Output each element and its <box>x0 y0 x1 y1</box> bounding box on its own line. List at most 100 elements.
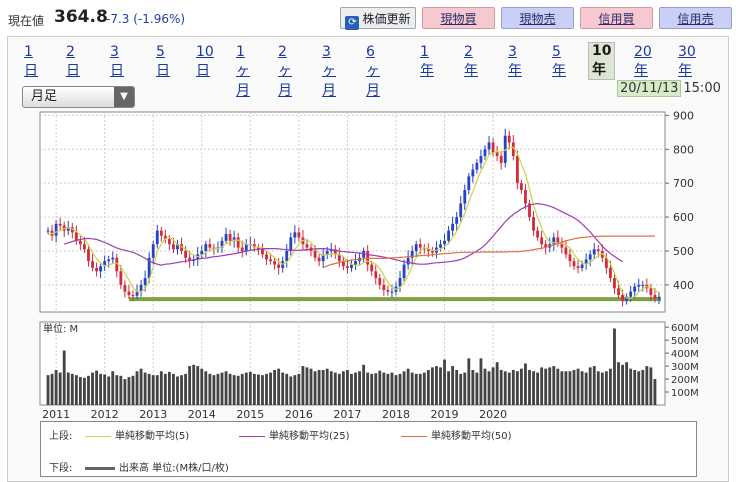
chart-interval-select[interactable]: 月足 ▼ <box>22 86 135 108</box>
tab-period-6[interactable]: 2ヶ月 <box>278 44 292 99</box>
tab-period-8[interactable]: 6ヶ月 <box>366 44 380 99</box>
candle-body-112 <box>499 156 503 163</box>
volume-bar-36 <box>192 364 196 405</box>
volume-bar-82 <box>378 370 382 405</box>
tab-period-11[interactable]: 3年 <box>508 44 522 79</box>
volume-bar-150 <box>653 379 657 405</box>
tab-period-14[interactable]: 20年 <box>634 44 652 79</box>
tab-period-13[interactable]: 10年 <box>588 42 616 80</box>
tab-period-15[interactable]: 30年 <box>678 44 696 79</box>
volume-bar-120 <box>532 371 535 405</box>
volume-bar-147 <box>641 369 645 405</box>
candle-body-99 <box>447 230 450 241</box>
x-tick-label-1: 2012 <box>91 408 119 421</box>
volume-bar-109 <box>487 371 491 405</box>
candle-body-102 <box>459 203 463 218</box>
candle-body-54 <box>265 254 268 260</box>
candle-body-83 <box>382 284 386 290</box>
candle-body-34 <box>184 250 188 258</box>
volume-bar-4 <box>62 350 66 405</box>
candle-body-138 <box>604 257 608 268</box>
candle-body-134 <box>588 254 592 260</box>
volume-bar-38 <box>200 368 204 405</box>
candle-body-24 <box>143 278 147 285</box>
tab-period-1[interactable]: 2日 <box>66 44 80 79</box>
chart-time: 15:00 <box>683 81 721 96</box>
volume-bar-7 <box>74 375 78 405</box>
volume-bar-17 <box>115 375 119 405</box>
x-tick-label-2: 2013 <box>139 408 167 421</box>
x-tick-label-6: 2017 <box>333 408 361 421</box>
volume-bar-5 <box>66 372 70 405</box>
legend-ma5: 単純移動平均(5) <box>85 427 189 442</box>
candle-body-35 <box>188 257 192 262</box>
candle-body-9 <box>83 244 86 250</box>
volume-bar-141 <box>617 362 620 405</box>
volume-bar-132 <box>580 371 584 405</box>
tab-period-3[interactable]: 5日 <box>156 44 170 79</box>
candle-body-132 <box>580 264 584 268</box>
ma25-line <box>64 202 623 266</box>
volume-bar-67 <box>317 369 321 405</box>
sell-margin-button[interactable]: 信用売 <box>659 7 732 29</box>
candle-body-104 <box>467 176 471 190</box>
candle-body-115 <box>511 142 515 157</box>
volume-bar-88 <box>402 371 406 405</box>
candle-body-82 <box>378 278 382 285</box>
volume-bar-121 <box>536 372 540 405</box>
candle-body-74 <box>346 266 349 268</box>
candle-body-85 <box>390 291 394 293</box>
candle-body-75 <box>350 264 353 268</box>
volume-bar-118 <box>524 363 527 405</box>
volume-bar-45 <box>228 373 232 405</box>
candle-body-39 <box>204 244 208 251</box>
volume-bar-59 <box>285 373 289 405</box>
volume-bar-71 <box>333 372 337 405</box>
buy-cash-button[interactable]: 現物買 <box>422 7 495 29</box>
volume-bar-33 <box>180 375 183 405</box>
price-plot-area <box>39 111 666 313</box>
volume-bar-75 <box>350 373 353 405</box>
volume-bar-83 <box>382 372 386 405</box>
candle-body-120 <box>532 217 535 231</box>
update-price-button[interactable]: ⟳ 株価更新 <box>340 7 416 30</box>
volume-bar-69 <box>325 368 329 405</box>
candle-body-16 <box>111 257 115 260</box>
volume-bar-12 <box>95 370 98 405</box>
sell-cash-button[interactable]: 現物売 <box>501 7 574 29</box>
price-label: 現在値 <box>8 14 45 28</box>
candle-body-47 <box>236 237 240 248</box>
candle-body-149 <box>649 288 653 296</box>
volume-bar-125 <box>552 366 556 405</box>
volume-bar-26 <box>151 375 155 405</box>
volume-unit-label: 単位: M <box>43 322 78 335</box>
candle-body-28 <box>159 230 163 236</box>
candle-body-91 <box>414 244 418 251</box>
tab-period-2[interactable]: 3日 <box>110 44 124 79</box>
volume-bar-49 <box>244 372 248 405</box>
volume-bar-77 <box>358 371 361 405</box>
tab-period-0[interactable]: 1日 <box>24 44 38 79</box>
candle-body-103 <box>463 189 467 204</box>
candle-body-126 <box>556 237 560 243</box>
candle-body-136 <box>596 249 600 251</box>
candle-body-107 <box>479 156 483 163</box>
tab-period-5[interactable]: 1ヶ月 <box>236 44 250 99</box>
candle-body-92 <box>418 244 422 248</box>
tab-period-12[interactable]: 5年 <box>552 44 566 79</box>
buy-margin-button[interactable]: 信用買 <box>580 7 653 29</box>
candle-body-56 <box>273 261 277 265</box>
tab-period-9[interactable]: 1年 <box>420 44 434 79</box>
candle-body-117 <box>519 183 523 190</box>
candle-body-150 <box>653 295 657 299</box>
tab-period-4[interactable]: 10日 <box>196 44 214 79</box>
tab-period-10[interactable]: 2年 <box>464 44 478 79</box>
volume-tick-label-3: 400M <box>671 349 699 360</box>
volume-bar-23 <box>139 368 143 405</box>
volume-bar-134 <box>588 367 592 405</box>
x-tick-label-3: 2014 <box>188 408 216 421</box>
tab-period-7[interactable]: 3ヶ月 <box>322 44 336 99</box>
candle-body-13 <box>99 266 103 272</box>
candle-body-52 <box>257 247 260 250</box>
volume-bar-115 <box>511 369 515 405</box>
